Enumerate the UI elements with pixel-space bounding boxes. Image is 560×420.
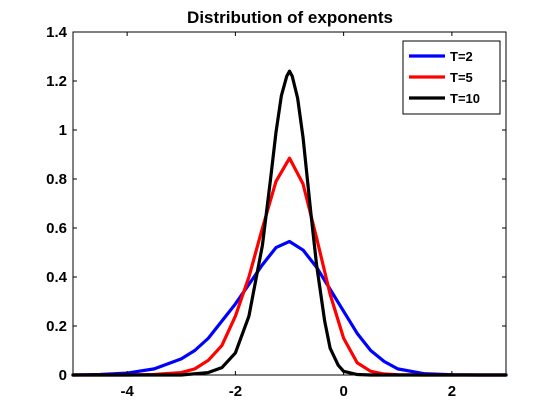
y-tick-label: 0.6	[46, 220, 67, 237]
chart-title: Distribution of exponents	[187, 8, 393, 27]
series-line-T=2	[71, 239, 508, 377]
y-tick-label: 0.2	[46, 318, 67, 335]
y-tick-label: 0.4	[46, 269, 68, 286]
x-tick-label: 0	[339, 383, 347, 400]
y-tick-label: 1.4	[46, 24, 68, 41]
y-tick-label: 1	[59, 122, 67, 139]
plot-area: -4 -2 0 2 0 0.2 0.4 0.6 0.8 1 1.2 1.4 T=2 T=5 T=10	[46, 24, 508, 400]
axes-box	[72, 31, 507, 376]
legend-label: T=10	[450, 91, 480, 106]
x-tick-label: 2	[448, 383, 456, 400]
x-tick-label: -4	[120, 383, 134, 400]
y-tick-label: 1.2	[46, 73, 67, 90]
legend-label: T=2	[450, 49, 473, 64]
x-tick-label: -2	[229, 383, 242, 400]
y-tick-label: 0	[59, 367, 67, 384]
y-tick-label: 0.8	[46, 171, 67, 188]
legend-label: T=5	[450, 70, 473, 85]
